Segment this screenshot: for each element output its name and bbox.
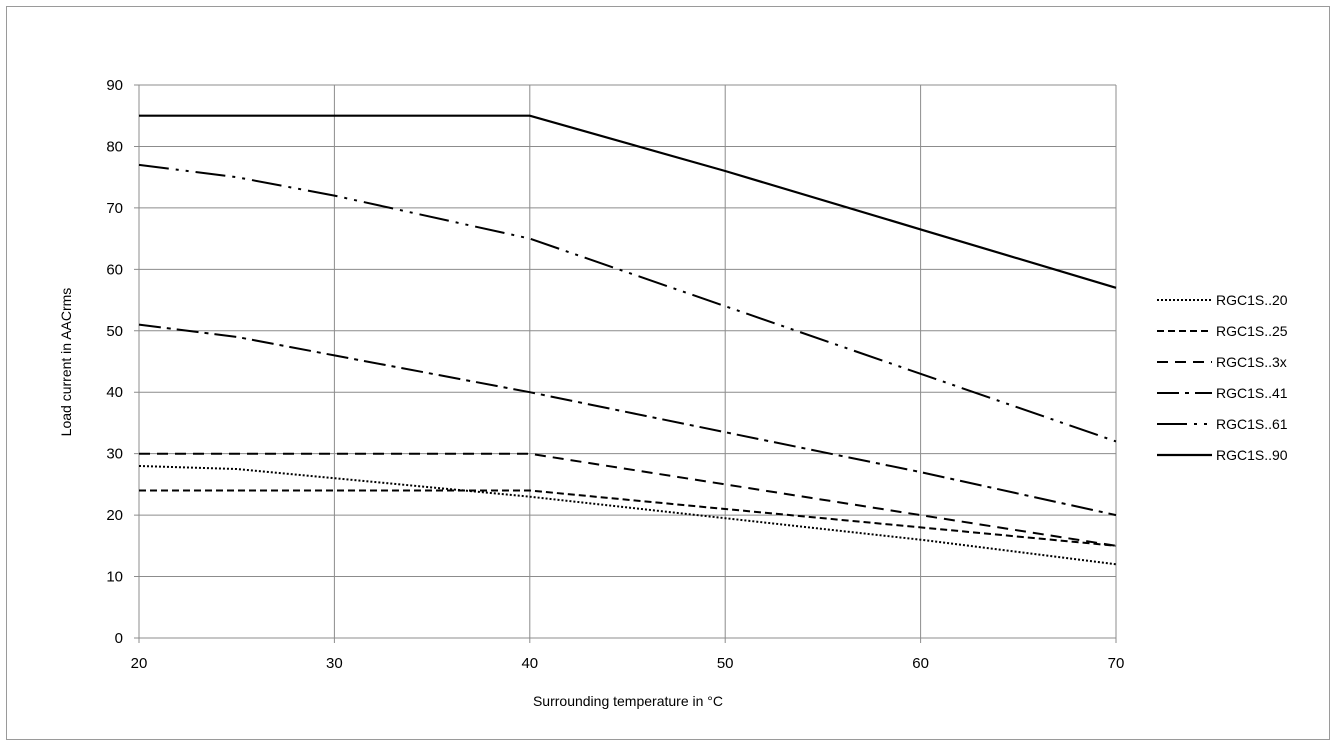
y-tick-label-6: 60 [106,261,123,278]
y-tick-labels: 0 10 20 30 40 50 60 70 80 90 [106,77,123,647]
series-line-rgc1s-41 [138,323,1117,517]
series-line-rgc1s-61 [138,163,1117,443]
legend-label-0: RGC1S..20 [1216,292,1288,308]
legend-label-5: RGC1S..90 [1216,447,1288,463]
chart-frame [6,6,1330,740]
y-tick-label-8: 80 [106,138,123,155]
y-tick-label-9: 90 [106,77,123,94]
x-tick-label-0: 20 [131,655,148,672]
legend-label-1: RGC1S..25 [1216,323,1288,339]
x-tick-label-1: 30 [326,655,343,672]
series-line-rgc1s-90 [139,114,1117,289]
y-tick-label-5: 50 [106,323,123,340]
x-tick-label-3: 50 [717,655,734,672]
y-tick-label-3: 30 [106,446,123,463]
series-line-rgc1s-3x [139,452,1117,547]
x-tick-label-2: 40 [521,655,538,672]
y-tick-label-2: 20 [106,507,123,524]
y-axis-label: Load current in AACrms [58,288,74,437]
series-line-rgc1s-25 [139,489,1117,547]
series-line-rgc1s-20 [138,465,1117,566]
legend-label-2: RGC1S..3x [1216,354,1287,370]
y-tick-label-1: 10 [106,569,123,586]
x-axis-label: Surrounding temperature in °C [533,693,723,709]
y-tick-label-7: 70 [106,200,123,217]
legend-label-3: RGC1S..41 [1216,385,1288,401]
legend-label-4: RGC1S..61 [1216,416,1288,432]
series-lines [138,114,1117,566]
y-tick-label-4: 40 [106,384,123,401]
x-tick-label-4: 60 [912,655,929,672]
x-tick-labels: 20 30 40 50 60 70 [131,655,1125,672]
x-tick-label-5: 70 [1108,655,1125,672]
y-tick-label-0: 0 [115,630,123,647]
grid-lines [134,84,1117,643]
legend: RGC1S..20 RGC1S..25 RGC1S..3x RGC1S..41 RGC1… [1157,292,1288,463]
